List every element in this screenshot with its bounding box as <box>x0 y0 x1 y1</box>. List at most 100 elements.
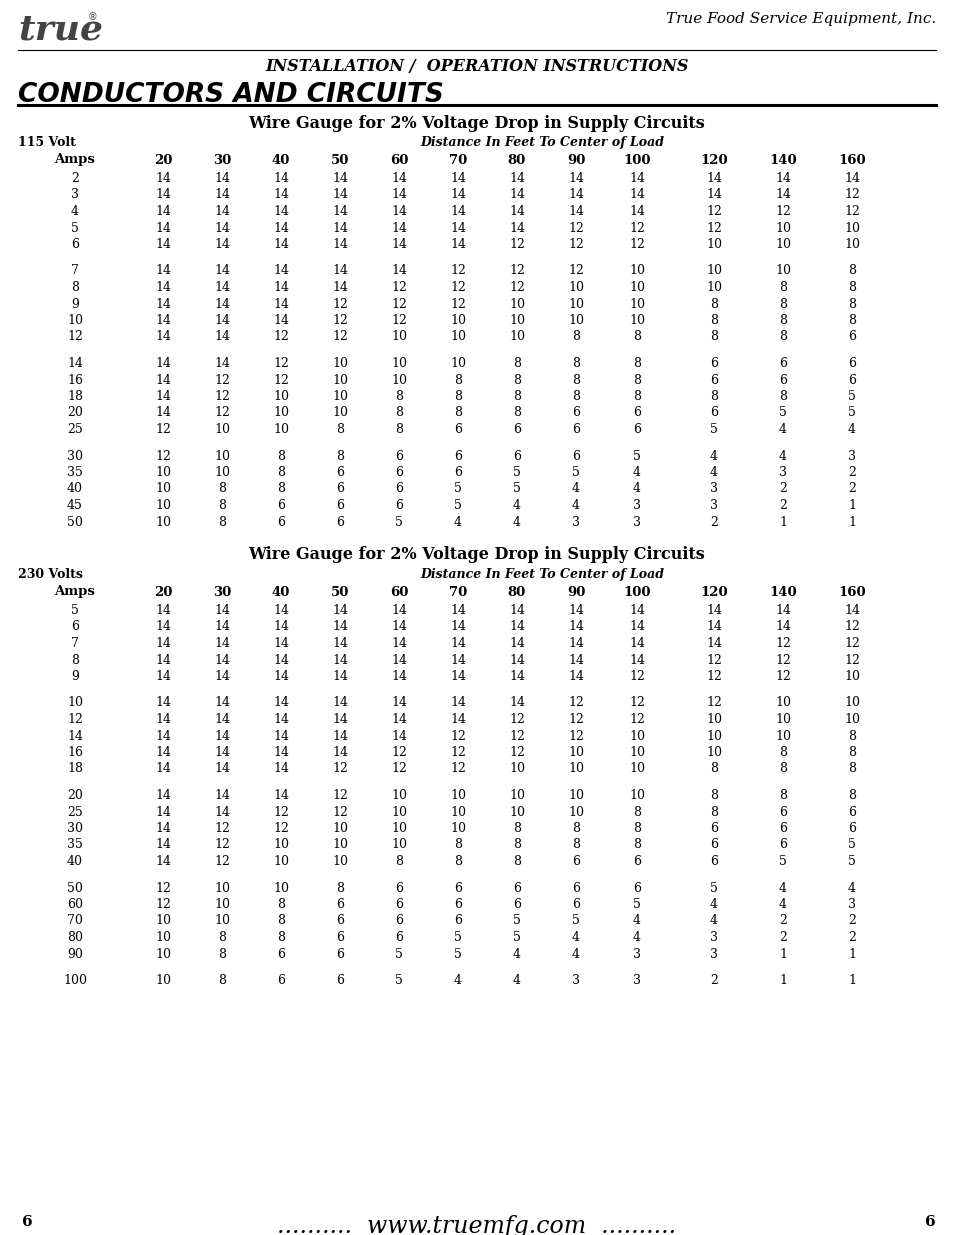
Text: 8: 8 <box>709 789 718 802</box>
Text: 14: 14 <box>332 238 348 251</box>
Text: 14: 14 <box>391 637 407 650</box>
Text: 6: 6 <box>513 450 520 462</box>
Text: 10: 10 <box>567 282 583 294</box>
Text: 14: 14 <box>509 205 524 219</box>
Text: 100: 100 <box>63 974 87 987</box>
Text: 12: 12 <box>450 762 465 776</box>
Text: 10: 10 <box>628 730 644 742</box>
Text: 12: 12 <box>843 637 859 650</box>
Text: 14: 14 <box>332 653 348 667</box>
Text: 12: 12 <box>509 282 524 294</box>
Text: 8: 8 <box>218 515 226 529</box>
Text: 14: 14 <box>450 205 465 219</box>
Text: 12: 12 <box>843 189 859 201</box>
Text: 10: 10 <box>391 331 407 343</box>
Text: 8: 8 <box>779 298 786 310</box>
Text: 10: 10 <box>273 839 289 851</box>
Text: 8: 8 <box>633 373 640 387</box>
Text: 6: 6 <box>572 898 579 911</box>
Text: 6: 6 <box>335 898 344 911</box>
Text: 6: 6 <box>395 882 402 894</box>
Text: 5: 5 <box>513 931 520 944</box>
Text: 4: 4 <box>779 424 786 436</box>
Text: 3: 3 <box>709 947 718 961</box>
Text: 12: 12 <box>774 653 790 667</box>
Text: 8: 8 <box>276 898 285 911</box>
Text: 10: 10 <box>705 730 721 742</box>
Text: 10: 10 <box>628 746 644 760</box>
Text: 10: 10 <box>154 499 171 513</box>
Text: 12: 12 <box>509 730 524 742</box>
Text: 14: 14 <box>509 637 524 650</box>
Text: 14: 14 <box>332 604 348 618</box>
Text: 14: 14 <box>332 221 348 235</box>
Text: 8: 8 <box>335 424 344 436</box>
Text: 6: 6 <box>709 373 718 387</box>
Text: 12: 12 <box>509 713 524 726</box>
Text: 12: 12 <box>67 331 83 343</box>
Text: 10: 10 <box>154 466 171 479</box>
Text: 14: 14 <box>154 282 171 294</box>
Text: 80: 80 <box>67 931 83 944</box>
Text: 10: 10 <box>509 298 524 310</box>
Text: 8: 8 <box>709 298 718 310</box>
Text: CONDUCTORS AND CIRCUITS: CONDUCTORS AND CIRCUITS <box>18 82 443 107</box>
Text: 14: 14 <box>273 746 289 760</box>
Text: 14: 14 <box>213 653 230 667</box>
Text: 10: 10 <box>567 762 583 776</box>
Text: 14: 14 <box>213 746 230 760</box>
Text: 14: 14 <box>628 604 644 618</box>
Text: 12: 12 <box>567 264 583 278</box>
Text: 14: 14 <box>509 604 524 618</box>
Text: 14: 14 <box>391 620 407 634</box>
Text: 40: 40 <box>67 483 83 495</box>
Text: 12: 12 <box>509 264 524 278</box>
Text: 14: 14 <box>213 221 230 235</box>
Text: 10: 10 <box>332 373 348 387</box>
Text: 3: 3 <box>847 450 855 462</box>
Text: 70: 70 <box>449 585 467 599</box>
Text: 10: 10 <box>154 483 171 495</box>
Text: 14: 14 <box>628 205 644 219</box>
Text: 3: 3 <box>779 466 786 479</box>
Text: 14: 14 <box>154 730 171 742</box>
Text: 12: 12 <box>213 839 230 851</box>
Text: 10: 10 <box>391 789 407 802</box>
Text: 1: 1 <box>847 499 855 513</box>
Text: 10: 10 <box>213 450 230 462</box>
Text: 12: 12 <box>273 373 289 387</box>
Text: 5: 5 <box>395 515 402 529</box>
Text: 8: 8 <box>847 264 855 278</box>
Text: 8: 8 <box>847 762 855 776</box>
Text: 10: 10 <box>628 762 644 776</box>
Text: 8: 8 <box>779 789 786 802</box>
Text: 120: 120 <box>700 585 727 599</box>
Text: 14: 14 <box>332 264 348 278</box>
Text: 14: 14 <box>273 604 289 618</box>
Text: 10: 10 <box>450 789 465 802</box>
Text: 12: 12 <box>567 238 583 251</box>
Text: 90: 90 <box>566 153 584 167</box>
Text: 14: 14 <box>332 189 348 201</box>
Text: Wire Gauge for 2% Voltage Drop in Supply Circuits: Wire Gauge for 2% Voltage Drop in Supply… <box>249 546 704 563</box>
Text: 14: 14 <box>705 620 721 634</box>
Text: 8: 8 <box>709 314 718 327</box>
Text: 8: 8 <box>395 855 402 868</box>
Text: 10: 10 <box>391 373 407 387</box>
Text: 9: 9 <box>71 298 79 310</box>
Text: 5: 5 <box>454 947 461 961</box>
Text: 12: 12 <box>450 264 465 278</box>
Text: 6: 6 <box>572 882 579 894</box>
Text: 14: 14 <box>705 172 721 185</box>
Text: 8: 8 <box>709 762 718 776</box>
Text: 14: 14 <box>391 653 407 667</box>
Text: 6: 6 <box>335 947 344 961</box>
Text: 8: 8 <box>779 314 786 327</box>
Text: 14: 14 <box>273 238 289 251</box>
Text: 12: 12 <box>567 697 583 709</box>
Text: 6: 6 <box>454 882 461 894</box>
Text: 20: 20 <box>67 789 83 802</box>
Text: 1: 1 <box>779 515 786 529</box>
Text: 4: 4 <box>454 515 461 529</box>
Text: 6: 6 <box>709 357 718 370</box>
